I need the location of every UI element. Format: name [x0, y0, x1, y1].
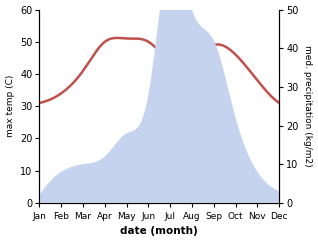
Y-axis label: med. precipitation (kg/m2): med. precipitation (kg/m2): [303, 45, 313, 167]
Y-axis label: max temp (C): max temp (C): [5, 75, 15, 137]
X-axis label: date (month): date (month): [121, 227, 198, 236]
